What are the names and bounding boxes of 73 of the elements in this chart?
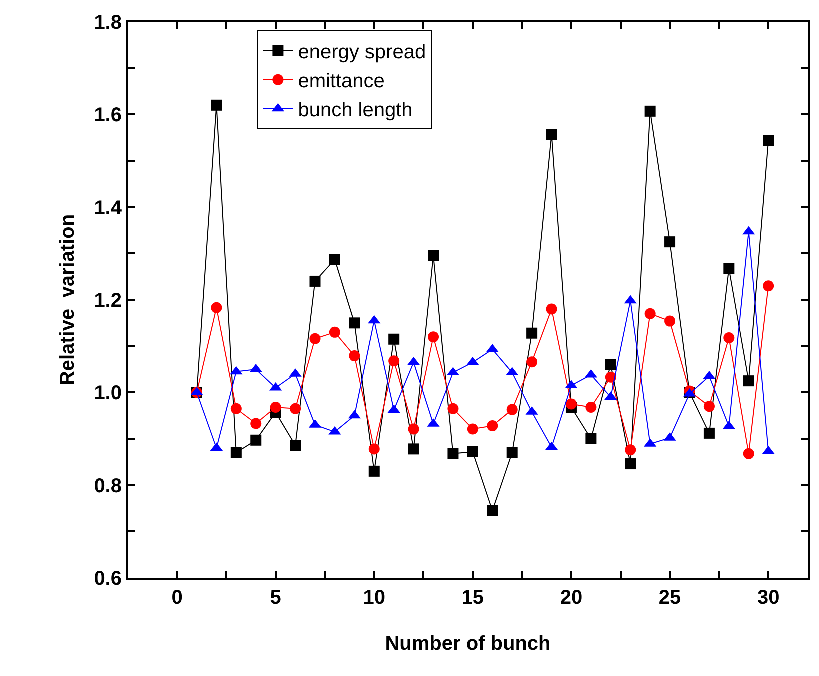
x-tick-label: 30 [757,587,780,609]
point [763,135,774,146]
point [310,333,321,344]
point [763,280,774,292]
point [250,434,262,446]
point [586,402,597,413]
point [506,404,518,416]
point [487,420,498,432]
point [704,401,715,412]
point [526,356,538,368]
x-tick-label: 0 [172,587,183,609]
point [644,308,656,320]
legend-label: energy spread [298,42,426,64]
point [625,458,636,470]
point [724,332,735,344]
x-tick-label: 20 [560,587,583,609]
legend-label: emittance [298,70,385,93]
point [310,276,321,287]
point [211,100,222,111]
x-axis-title: Number of bunch [385,633,551,655]
point [506,447,518,458]
point [408,424,420,435]
x-tick-label: 10 [363,587,386,609]
point [368,466,380,477]
point [408,444,420,455]
point [625,444,636,456]
point [428,332,440,343]
point [290,440,302,451]
point [349,318,360,329]
point [605,372,616,383]
point [526,328,538,339]
point [487,505,498,516]
point [211,302,222,314]
point [270,402,282,413]
y-tick-label: 1.8 [94,12,122,34]
point [644,106,656,117]
legend-label: bunch length [298,100,413,122]
point [743,448,754,460]
x-tick-label: 5 [270,587,282,609]
y-tick-label: 0.8 [94,475,122,498]
x-tick-label: 15 [462,587,484,609]
point [586,434,597,444]
y-axis-title: Relative variation [57,214,80,386]
point [329,326,340,338]
point [664,316,676,327]
point [448,403,459,414]
y-tick-label: 1.4 [94,197,123,220]
point [448,448,459,460]
point [428,250,440,262]
point [467,446,478,458]
point [250,418,262,430]
point [566,398,577,410]
y-tick-label: 1.2 [94,290,122,312]
point [605,359,616,370]
point [467,424,478,435]
point [349,350,360,362]
point [388,356,400,367]
y-tick-label: 1.0 [94,382,122,405]
point [546,304,558,315]
y-tick-label: 1.6 [94,104,122,127]
point [230,403,242,414]
point [724,263,735,274]
x-tick-label: 25 [658,587,682,609]
point [546,129,558,140]
point [230,447,242,458]
point [704,428,715,439]
point [368,444,380,455]
point [329,254,340,266]
point [388,334,400,345]
point [743,376,754,387]
point [290,403,302,414]
point [664,236,676,248]
y-tick-label: 0.6 [94,568,122,590]
